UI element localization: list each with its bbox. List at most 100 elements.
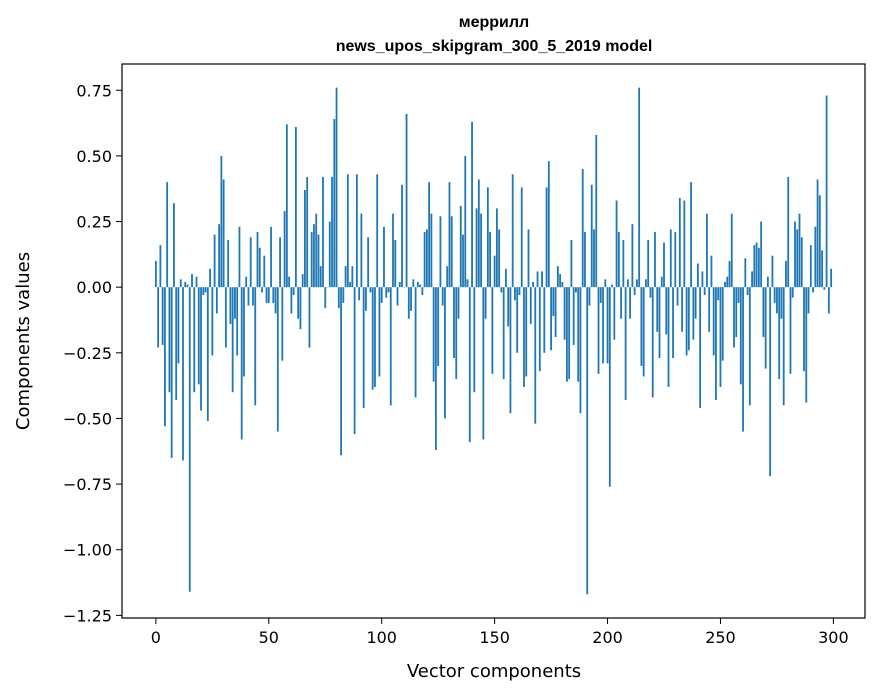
bar-69 — [310, 232, 313, 288]
bar-4 — [164, 287, 166, 427]
bar-174 — [547, 161, 550, 288]
bar-166 — [529, 287, 532, 324]
bar-199 — [604, 279, 607, 288]
bar-101 — [383, 226, 385, 288]
bar-218 — [647, 239, 650, 288]
y-tick-label: −1.00 — [63, 541, 112, 560]
bar-118 — [421, 287, 424, 296]
bar-221 — [654, 232, 656, 288]
bar-115 — [414, 287, 417, 398]
y-tick-label: −0.25 — [63, 344, 112, 363]
bar-34 — [231, 287, 234, 393]
bar-30 — [222, 179, 225, 288]
bar-42 — [249, 237, 252, 288]
x-tick-label: 100 — [366, 628, 397, 647]
bar-83 — [342, 287, 345, 303]
bar-18 — [195, 276, 198, 288]
bar-178 — [556, 266, 559, 288]
bar-32 — [227, 239, 230, 288]
bar-16 — [191, 274, 193, 288]
bar-234 — [683, 200, 686, 288]
bar-19 — [197, 287, 200, 385]
bar-147 — [486, 187, 489, 288]
bar-92 — [362, 287, 365, 408]
bar-80 — [335, 87, 338, 288]
bar-52 — [272, 287, 275, 303]
bar-93 — [364, 287, 367, 311]
bar-222 — [656, 287, 659, 332]
bar-62 — [294, 127, 297, 288]
bar-28 — [218, 224, 221, 288]
bar-86 — [349, 281, 351, 288]
bar-88 — [353, 287, 356, 435]
bar-270 — [764, 287, 767, 369]
bar-46 — [258, 247, 261, 288]
bar-169 — [536, 271, 539, 288]
bar-47 — [261, 287, 263, 293]
bar-108 — [398, 281, 401, 288]
bar-253 — [726, 276, 729, 288]
bar-196 — [597, 287, 600, 374]
bar-142 — [475, 208, 478, 288]
bar-162 — [520, 187, 523, 288]
bar-231 — [676, 287, 679, 306]
bar-295 — [821, 250, 823, 288]
bar-291 — [812, 287, 814, 293]
bar-247 — [712, 287, 715, 356]
bar-137 — [464, 155, 467, 288]
bar-183 — [568, 287, 571, 380]
bar-21 — [202, 287, 205, 296]
bar-182 — [565, 287, 568, 382]
x-tick-label: 150 — [479, 628, 510, 647]
x-axis-ticks: 0 50 100 150 200 250 300 — [151, 618, 849, 647]
bar-14 — [186, 284, 189, 288]
bar-102 — [385, 287, 388, 298]
bar-150 — [493, 255, 496, 288]
bar-239 — [694, 287, 697, 319]
bar-263 — [748, 287, 751, 406]
bar-38 — [240, 287, 243, 440]
bar-158 — [511, 174, 514, 288]
bar-75 — [324, 287, 327, 309]
bar-273 — [771, 255, 774, 288]
bar-259 — [739, 287, 742, 385]
bar-148 — [489, 232, 492, 288]
bar-271 — [766, 276, 769, 288]
bar-23 — [206, 287, 209, 422]
bar-55 — [279, 237, 281, 288]
bar-285 — [798, 213, 801, 288]
bar-198 — [602, 287, 604, 364]
bar-170 — [538, 287, 541, 372]
bar-66 — [304, 190, 306, 288]
bar-159 — [514, 287, 516, 301]
bar-236 — [687, 287, 690, 351]
bar-193 — [590, 184, 593, 288]
bar-78 — [331, 176, 333, 288]
y-tick-label: −0.75 — [63, 475, 112, 494]
bar-87 — [351, 266, 354, 288]
bar-252 — [724, 281, 726, 288]
bar-128 — [444, 287, 446, 419]
bar-72 — [317, 234, 320, 288]
bar-207 — [622, 239, 625, 288]
bar-161 — [518, 287, 521, 296]
bar-179 — [559, 274, 562, 288]
bar-176 — [552, 287, 555, 317]
bar-119 — [423, 232, 426, 288]
bar-31 — [224, 287, 227, 348]
bar-209 — [626, 279, 629, 288]
bar-84 — [344, 266, 347, 288]
bar-26 — [213, 234, 216, 288]
bar-235 — [685, 287, 688, 356]
bar-121 — [428, 182, 431, 288]
bar-125 — [437, 287, 440, 366]
bar-232 — [678, 197, 681, 288]
bar-103 — [387, 287, 390, 293]
bar-57 — [283, 211, 286, 288]
bar-97 — [374, 287, 376, 387]
bar-74 — [322, 176, 324, 288]
y-axis-ticks: −1.25 −1.00 −0.75 −0.50 −0.25 0.00 0.25 0.50 0.7… — [63, 81, 122, 625]
bar-54 — [276, 287, 279, 432]
bar-260 — [742, 287, 744, 432]
